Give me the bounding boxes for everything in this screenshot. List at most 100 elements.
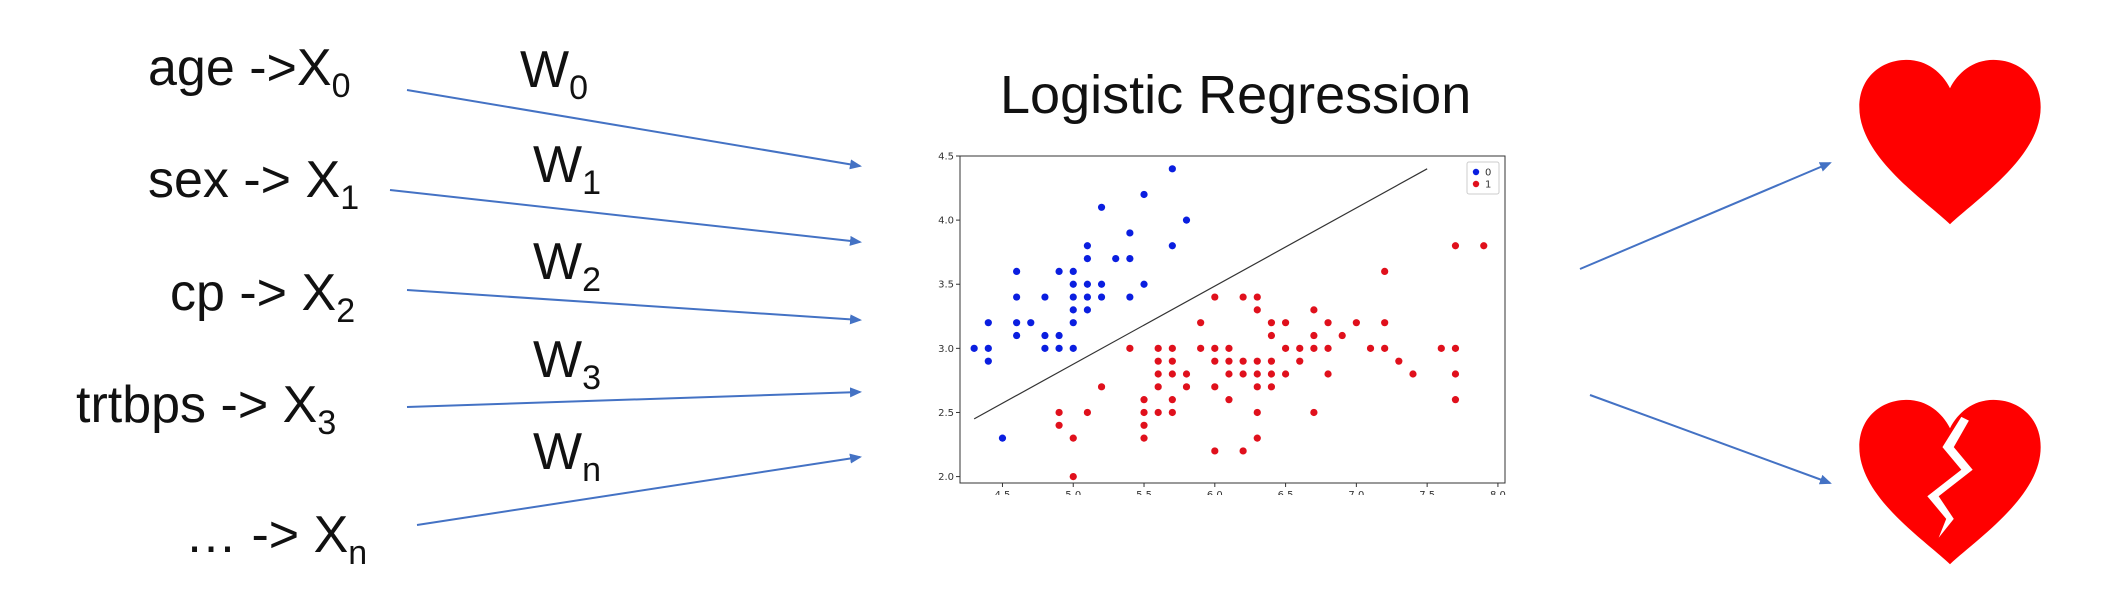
scatter-point-class-1: [1069, 434, 1077, 442]
scatter-point-class-0: [1140, 280, 1148, 288]
scatter-point-class-1: [1267, 357, 1276, 365]
feature-subscript: 0: [331, 67, 351, 105]
scatter-point-class-0: [1055, 331, 1063, 340]
scatter-point-class-1: [1154, 344, 1162, 352]
scatter-point-class-1: [1267, 331, 1276, 340]
feature-name: age ->: [148, 39, 297, 97]
scatter-point-class-0: [1097, 280, 1106, 288]
feature-name: sex ->: [148, 151, 306, 209]
scatter-point-class-1: [1296, 357, 1304, 365]
scatter-point-class-0: [984, 319, 992, 327]
scatter-point-class-1: [1310, 344, 1318, 352]
scatter-point-class-0: [1168, 242, 1176, 250]
scatter-point-class-1: [1225, 357, 1233, 365]
scatter-point-class-1: [1310, 331, 1318, 340]
legend-marker: [1472, 168, 1480, 176]
scatter-point-class-1: [1055, 421, 1063, 429]
legend-box: [1466, 161, 1500, 195]
scatter-point-class-1: [1352, 319, 1360, 327]
input-label-age: age ->X0: [148, 38, 351, 106]
model-title: Logistic Regression: [1000, 65, 1472, 125]
scatter-point-class-1: [1381, 267, 1389, 276]
weight-label-2: W2: [533, 232, 601, 300]
scatter-point-class-0: [1069, 280, 1077, 288]
scatter-point-class-1: [1069, 472, 1077, 481]
scatter-point-class-0: [1069, 319, 1077, 327]
scatter-point-class-0: [1097, 293, 1106, 301]
feature-name: … ->: [185, 506, 314, 564]
scatter-point-class-0: [1126, 293, 1134, 301]
scatter-point-class-1: [1168, 396, 1176, 404]
scatter-point-class-1: [1055, 408, 1063, 417]
scatter-point-class-1: [1395, 357, 1403, 365]
scatter-point-class-1: [1310, 408, 1318, 417]
scatter-point-class-1: [1338, 331, 1346, 340]
scatter-point-class-1: [1239, 293, 1247, 301]
legend-label: 0: [1485, 168, 1491, 179]
scatter-point-class-0: [1083, 242, 1092, 250]
scatter-point-class-0: [1055, 344, 1063, 352]
scatter-point-class-0: [1083, 306, 1092, 314]
scatter-point-class-1: [1182, 383, 1191, 391]
scatter-point-class-1: [1182, 370, 1191, 378]
y-tick-label: 3.0: [938, 344, 954, 355]
scatter-point-class-1: [1381, 319, 1389, 327]
scatter-point-class-1: [1168, 357, 1176, 365]
scatter-point-class-1: [1154, 408, 1162, 417]
scatter-point-class-1: [1097, 383, 1106, 391]
scatter-point-class-1: [1211, 357, 1219, 365]
scatter-point-class-1: [1253, 293, 1261, 301]
x-tick-label: 6.5: [1278, 490, 1294, 495]
arrow-input-1: [389, 189, 862, 246]
scatter-plot-container: 4.5 5.0 5.5 6.0 6.5 7.0 7.5 8.0 2.0 2.5 3.0 3.5 4.0 4…: [935, 150, 1515, 502]
scatter-point-class-1: [1310, 306, 1318, 314]
scatter-point-class-0: [984, 357, 992, 365]
arrow-input-3: [406, 387, 862, 408]
feature-variable: X: [313, 506, 349, 564]
scatter-point-class-0: [1041, 344, 1049, 352]
scatter-point-class-1: [1437, 344, 1445, 352]
scatter-point-class-1: [1366, 344, 1375, 352]
scatter-point-class-1: [1154, 370, 1162, 378]
heart-crack: [1927, 416, 1973, 538]
scatter-point-class-0: [1126, 254, 1134, 263]
feature-name: trtbps ->: [76, 376, 283, 434]
x-tick-label: 5.0: [1065, 490, 1081, 495]
scatter-point-class-1: [1140, 421, 1148, 429]
scatter-point-class-1: [1324, 319, 1332, 327]
scatter-point-class-1: [1140, 434, 1148, 442]
scatter-point-class-0: [970, 344, 978, 352]
scatter-point-class-1: [1253, 434, 1261, 442]
weight-symbol: W: [533, 233, 583, 291]
scatter-point-class-1: [1267, 383, 1276, 391]
scatter-point-class-0: [1126, 229, 1134, 237]
scatter-point-class-0: [1140, 190, 1148, 199]
feature-variable: X: [296, 39, 332, 97]
plot-frame: [959, 155, 1506, 484]
weight-subscript: 2: [582, 261, 602, 299]
feature-subscript: 1: [340, 179, 360, 217]
x-tick-label: 6.0: [1207, 490, 1223, 495]
weight-subscript: 0: [569, 69, 589, 107]
feature-variable: X: [301, 264, 337, 322]
input-label-cp: cp -> X2: [170, 263, 355, 331]
input-label-ellipsis: … -> Xn: [185, 505, 367, 573]
scatter-point-class-0: [1097, 203, 1106, 211]
x-tick-label: 8.0: [1490, 490, 1506, 495]
heart-shape: [1859, 59, 2041, 225]
scatter-point-class-1: [1281, 319, 1290, 327]
scatter-point-class-1: [1381, 344, 1389, 352]
weight-label-3: W3: [533, 330, 601, 398]
feature-subscript: 3: [317, 404, 337, 442]
scatter-point-class-1: [1239, 370, 1247, 378]
y-tick-label: 2.0: [938, 472, 954, 483]
scatter-point-class-1: [1211, 447, 1219, 455]
scatter-point-class-0: [984, 344, 992, 352]
scatter-point-class-1: [1253, 370, 1261, 378]
scatter-point-class-1: [1197, 344, 1205, 352]
scatter-point-class-1: [1451, 396, 1460, 404]
scatter-point-class-1: [1267, 319, 1276, 327]
scatter-point-class-1: [1451, 242, 1460, 250]
scatter-point-class-0: [1041, 331, 1049, 340]
